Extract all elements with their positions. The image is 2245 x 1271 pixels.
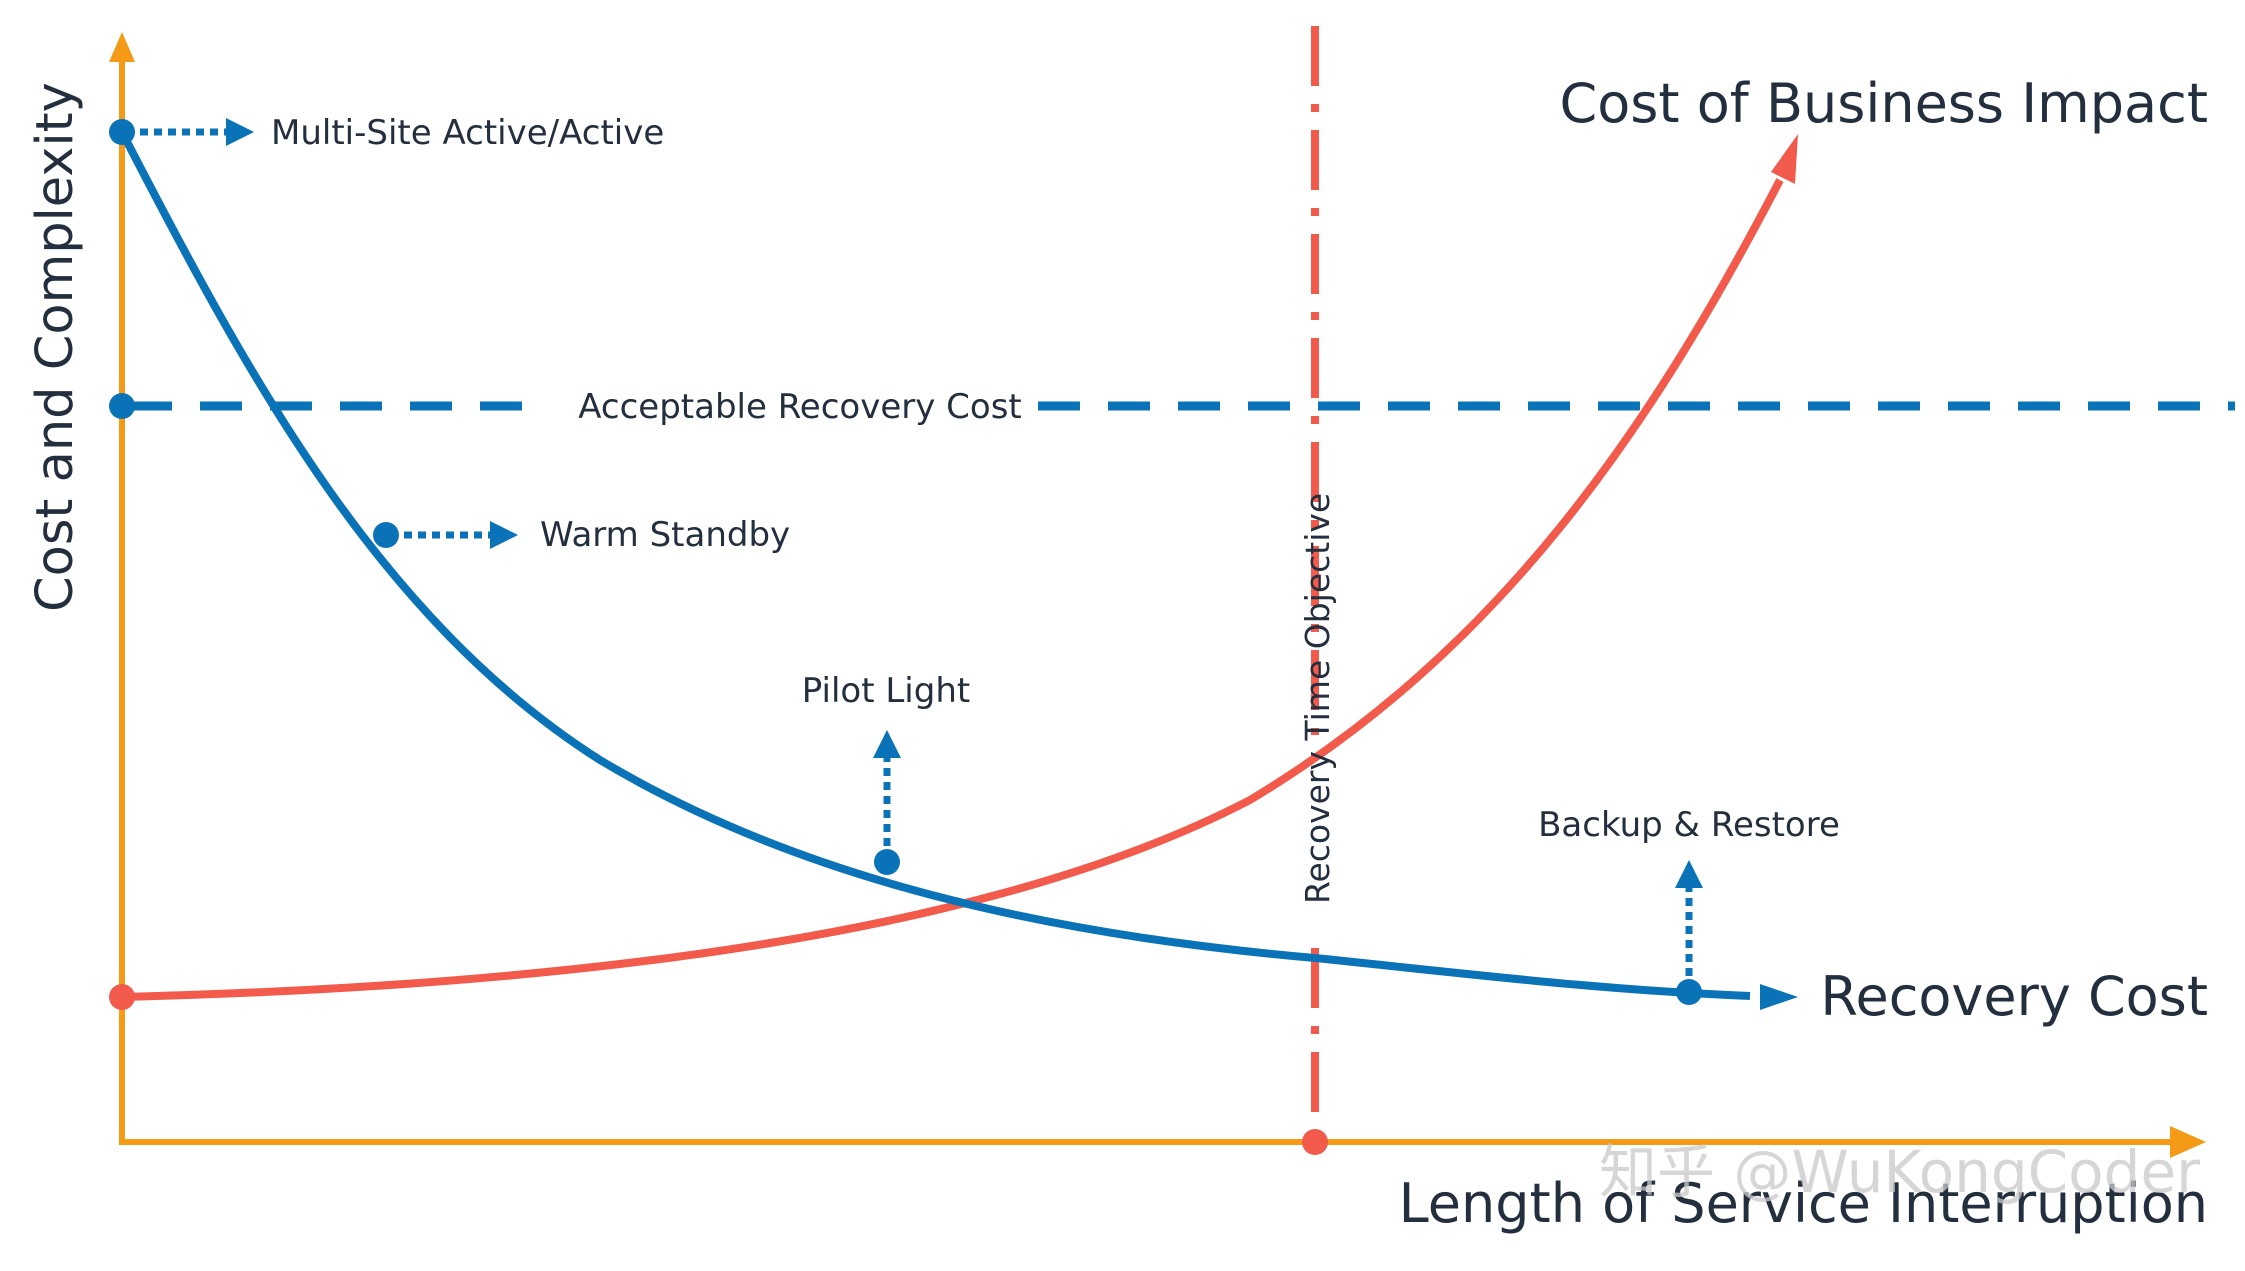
rto-label: Recovery Time Objective: [1298, 493, 1337, 904]
rto-axis-dot: [1302, 1129, 1328, 1155]
business-impact-arrow: [1771, 134, 1798, 184]
business-impact-label: Cost of Business Impact: [1560, 72, 2208, 135]
multi-site-dot: [109, 119, 135, 145]
watermark: 知乎 @WuKongCoder: [1599, 1138, 2200, 1206]
recovery-cost-arrow: [1760, 984, 1798, 1010]
y-axis-arrow: [109, 32, 135, 62]
pilot-light-label: Pilot Light: [802, 671, 970, 711]
warm-standby-pointer-head: [490, 521, 518, 549]
business-impact-start-dot: [109, 984, 135, 1010]
recovery-cost-label: Recovery Cost: [1820, 965, 2208, 1028]
business-impact-curve: [121, 178, 1784, 1001]
acceptable-cost-label: Acceptable Recovery Cost: [578, 387, 1022, 427]
multi-site-label: Multi-Site Active/Active: [271, 113, 664, 153]
backup-restore-dot: [1676, 979, 1702, 1005]
x-axis-label: Length of Service Interruption: [1399, 1172, 2208, 1235]
backup-restore-label: Backup & Restore: [1538, 805, 1840, 845]
recovery-cost-curve: [118, 130, 1751, 1000]
acceptable-cost-dot: [109, 393, 135, 419]
warm-standby-dot: [373, 522, 399, 548]
multi-site-pointer-head: [226, 118, 254, 146]
warm-standby-label: Warm Standby: [540, 515, 790, 555]
backup-restore-pointer-head: [1675, 860, 1703, 888]
pilot-light-pointer-head: [873, 730, 901, 758]
y-axis-label: Cost and Complexity: [26, 82, 85, 612]
pilot-light-dot: [874, 849, 900, 875]
x-axis-arrow: [2170, 1126, 2206, 1158]
